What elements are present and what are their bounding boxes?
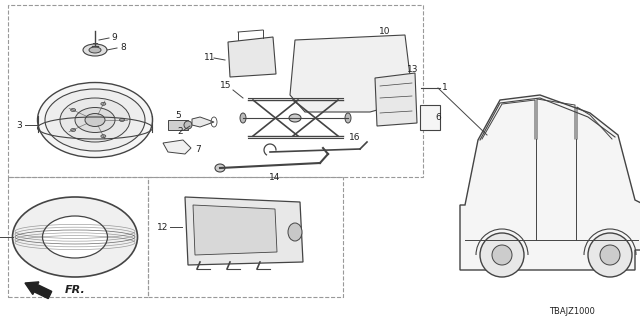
Ellipse shape	[75, 108, 115, 132]
Polygon shape	[185, 197, 303, 265]
Text: 16: 16	[349, 133, 361, 142]
Text: 10: 10	[380, 28, 391, 36]
Polygon shape	[193, 205, 277, 255]
Ellipse shape	[240, 113, 246, 123]
Bar	[420, 105, 440, 130]
Polygon shape	[290, 35, 413, 112]
Circle shape	[480, 233, 524, 277]
Circle shape	[600, 245, 620, 265]
Ellipse shape	[38, 83, 152, 157]
Text: FR.: FR.	[65, 285, 86, 295]
Text: 7: 7	[195, 146, 201, 155]
Ellipse shape	[13, 197, 138, 277]
Text: 8: 8	[120, 44, 126, 52]
Text: 13: 13	[407, 66, 419, 75]
Ellipse shape	[289, 114, 301, 122]
Bar	[8, 5, 423, 177]
Polygon shape	[375, 73, 417, 126]
Circle shape	[492, 245, 512, 265]
Ellipse shape	[345, 113, 351, 123]
Circle shape	[588, 233, 632, 277]
Text: 2: 2	[177, 126, 183, 135]
Bar	[8, 177, 148, 297]
Polygon shape	[163, 140, 191, 154]
Ellipse shape	[89, 47, 101, 53]
Ellipse shape	[45, 89, 145, 151]
Ellipse shape	[215, 164, 225, 172]
Ellipse shape	[85, 114, 105, 126]
Text: 12: 12	[157, 222, 169, 231]
Ellipse shape	[101, 135, 106, 138]
Text: 9: 9	[111, 34, 117, 43]
Ellipse shape	[42, 216, 108, 258]
Polygon shape	[228, 37, 276, 77]
Bar	[168, 120, 188, 130]
Ellipse shape	[70, 108, 76, 111]
Polygon shape	[460, 95, 640, 270]
Text: 11: 11	[204, 53, 216, 62]
Ellipse shape	[83, 44, 107, 56]
Text: 3: 3	[16, 121, 22, 130]
Text: 14: 14	[269, 173, 281, 182]
Ellipse shape	[70, 129, 76, 132]
Ellipse shape	[120, 118, 125, 122]
Ellipse shape	[60, 98, 130, 142]
Ellipse shape	[184, 121, 192, 129]
Ellipse shape	[288, 223, 302, 241]
Polygon shape	[192, 117, 214, 127]
Text: 15: 15	[220, 82, 232, 91]
FancyArrow shape	[25, 282, 52, 299]
Ellipse shape	[101, 102, 106, 105]
Bar	[148, 177, 343, 297]
Text: 5: 5	[175, 110, 181, 119]
Text: 6: 6	[435, 114, 441, 123]
Text: TBAJZ1000: TBAJZ1000	[549, 308, 595, 316]
Text: 1: 1	[442, 84, 448, 92]
